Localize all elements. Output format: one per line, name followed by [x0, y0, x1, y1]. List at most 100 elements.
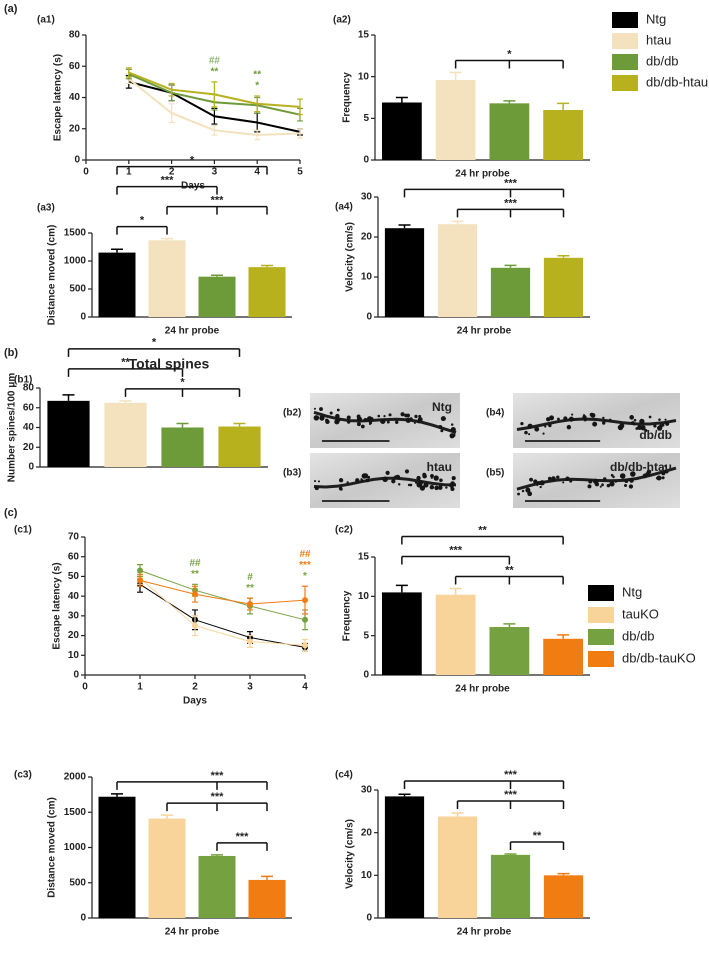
significance-label: *** [504, 789, 518, 801]
bar [248, 267, 286, 317]
significance-label: * [180, 377, 185, 389]
spine [529, 477, 533, 482]
significance-label: * [152, 337, 157, 349]
spine [325, 419, 330, 425]
spine [653, 424, 657, 428]
spine [437, 485, 443, 490]
marker [137, 567, 143, 574]
spine [365, 478, 370, 483]
panel-label: (c1) [14, 525, 32, 536]
marker [247, 601, 253, 608]
error-bar [504, 264, 517, 268]
legend-label: htau [646, 32, 671, 47]
spine [377, 414, 381, 418]
spine [527, 491, 533, 497]
spine [450, 423, 454, 426]
spine [594, 482, 600, 487]
spine [393, 475, 398, 480]
spine [439, 478, 443, 483]
spine [521, 489, 525, 493]
spine [366, 416, 373, 422]
spine [661, 476, 665, 480]
legend-label: db/db [622, 628, 655, 643]
y-tick-label: 500 [69, 284, 86, 295]
significance-label: ** [505, 564, 514, 576]
y-axis-label: Distance moved (cm) [47, 797, 58, 898]
spine [382, 476, 388, 483]
significance-bracket [67, 368, 184, 377]
significance-bracket [216, 842, 268, 851]
spine [449, 483, 454, 488]
spine [557, 417, 560, 421]
y-tick-label: 0 [363, 670, 369, 681]
y-tick-label: 20 [69, 123, 81, 134]
y-tick-label: 5 [363, 113, 369, 124]
spine [569, 479, 573, 483]
spine [429, 484, 435, 490]
spine [413, 421, 416, 424]
spine [664, 464, 667, 467]
y-tick-label: 30 [361, 192, 373, 203]
y-tick-label: 10 [358, 591, 370, 602]
significance-label: ** [121, 357, 130, 369]
marker [192, 591, 198, 598]
y-tick-label: 15 [358, 30, 370, 41]
bar [98, 252, 136, 317]
y-tick-label: 1500 [64, 228, 87, 239]
spine [418, 480, 424, 486]
error-bar [557, 872, 570, 876]
panel-label: (a1) [37, 15, 55, 26]
spine [589, 412, 594, 417]
bar [384, 228, 425, 317]
spine [644, 428, 648, 432]
error-bar [261, 264, 273, 268]
spine [313, 415, 320, 421]
spine [587, 484, 592, 489]
y-tick-label: 30 [361, 785, 373, 796]
panel-label: (b1) [14, 375, 32, 386]
y-tick-label: 5 [363, 630, 369, 641]
y-tick-label: 0 [363, 155, 369, 166]
y-tick-label: 40 [68, 591, 80, 602]
marker [247, 638, 253, 645]
bar [490, 267, 531, 317]
spine [450, 427, 456, 433]
panel-label: (b2) [283, 408, 301, 419]
error-bar [557, 634, 570, 639]
legend-swatch [612, 33, 638, 49]
y-tick-label: 0 [28, 462, 34, 473]
dendrite [516, 417, 677, 431]
micrograph-label: db/db-htau [610, 460, 672, 474]
x-tick-label: 3 [212, 167, 218, 178]
spine [592, 421, 598, 427]
error-bar [395, 584, 408, 593]
spine [346, 481, 349, 484]
spine [438, 425, 443, 429]
y-axis-label: Number spines/100 μm [7, 373, 18, 483]
y-axis-label: Velocity (cm/s) [345, 819, 356, 889]
spine [355, 478, 360, 483]
spine [658, 418, 661, 421]
significance-label: *** [504, 177, 518, 189]
spine [588, 479, 593, 484]
series-line [139, 583, 306, 648]
series-line [139, 578, 306, 646]
x-tick-label: 0 [83, 167, 89, 178]
spine [520, 421, 524, 426]
spine [368, 421, 373, 425]
spine [533, 479, 538, 484]
y-tick-label: 1000 [64, 842, 87, 853]
x-tick-label: 4 [254, 167, 260, 178]
y-tick-label: 15 [358, 552, 370, 563]
annotation: ** [211, 67, 219, 78]
y-tick-label: 40 [23, 422, 35, 433]
error-bar [503, 623, 516, 628]
annotation: ## [299, 549, 311, 560]
significance-label: *** [236, 831, 250, 843]
spine [534, 426, 540, 432]
spine [539, 485, 542, 489]
significance-bracket [509, 841, 565, 850]
spine [563, 416, 568, 421]
spine [635, 427, 639, 430]
